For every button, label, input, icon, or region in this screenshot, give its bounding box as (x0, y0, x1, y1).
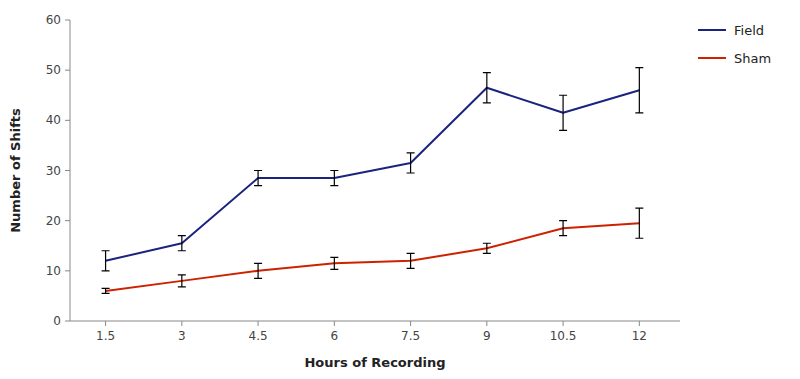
error-bar-path (178, 236, 186, 251)
y-tick-label: 0 (53, 314, 61, 328)
chart-container: 1.5 3 4.5 6 7.5 9 10.5 12 0 10 20 30 40 50 60 Hours of … (0, 0, 800, 379)
error-bar (559, 95, 567, 130)
error-bar (330, 257, 338, 269)
error-bar-path (254, 263, 262, 278)
y-tick (65, 70, 70, 71)
error-bar (483, 243, 491, 253)
x-tick-label: 4.5 (249, 329, 268, 343)
x-tick (410, 321, 411, 326)
error-bar-path (559, 95, 567, 130)
x-tick (258, 321, 259, 326)
x-tick-label: 7.5 (401, 329, 420, 343)
error-bar (635, 208, 643, 238)
error-bar (483, 73, 491, 103)
x-tick (105, 321, 106, 326)
error-bar (102, 288, 110, 293)
error-bar (407, 153, 415, 173)
error-bar (254, 263, 262, 278)
x-tick-label: 9 (483, 329, 491, 343)
error-bar-path (407, 153, 415, 173)
y-tick-label: 50 (46, 63, 61, 77)
y-tick-label: 40 (46, 113, 61, 127)
chart: 1.5 3 4.5 6 7.5 9 10.5 12 0 10 20 30 40 50 60 Hours of … (0, 0, 800, 379)
y-tick (65, 20, 70, 21)
error-bar (559, 221, 567, 236)
error-bar (102, 251, 110, 271)
y-tick-label: 20 (46, 214, 61, 228)
error-bar-path (407, 253, 415, 268)
error-bar (330, 171, 338, 186)
x-axis-label: Hours of Recording (304, 355, 445, 370)
error-bar-path (483, 73, 491, 103)
error-bar-path (254, 171, 262, 186)
error-bar (254, 171, 262, 186)
plot-area (102, 68, 644, 294)
error-bar-path (330, 171, 338, 186)
error-bar-path (330, 257, 338, 269)
y-tick-label: 60 (46, 13, 61, 27)
y-tick-label: 30 (46, 164, 61, 178)
series-line (106, 88, 640, 261)
x-tick-label: 10.5 (550, 329, 577, 343)
y-tick (65, 120, 70, 121)
x-tick (181, 321, 182, 326)
x-tick (334, 321, 335, 326)
legend: Field Sham (698, 23, 771, 66)
legend-label: Sham (734, 51, 771, 66)
x-tick (486, 321, 487, 326)
x-tick-label: 6 (331, 329, 339, 343)
y-tick-label: 10 (46, 264, 61, 278)
legend-label: Field (734, 23, 764, 38)
x-tick-label: 12 (632, 329, 647, 343)
error-bar (635, 68, 643, 113)
y-tick (65, 170, 70, 171)
x-axis-line (70, 321, 680, 322)
error-bar (178, 275, 186, 287)
x-tick-label: 3 (178, 329, 186, 343)
error-bar-path (635, 68, 643, 113)
y-tick (65, 220, 70, 221)
y-tick (65, 270, 70, 271)
error-bar-path (483, 243, 491, 253)
x-tick (639, 321, 640, 326)
y-axis-label: Number of Shifts (8, 108, 23, 233)
error-bar-path (559, 221, 567, 236)
y-tick (65, 321, 70, 322)
x-tick (563, 321, 564, 326)
error-bar (178, 236, 186, 251)
error-bar-path (635, 208, 643, 238)
error-bar-path (102, 288, 110, 293)
series-line (106, 223, 640, 291)
legend-swatch (698, 57, 726, 59)
legend-swatch (698, 29, 726, 31)
error-bar-path (178, 275, 186, 287)
error-bar-path (102, 251, 110, 271)
x-tick-label: 1.5 (96, 329, 115, 343)
error-bar (407, 253, 415, 268)
